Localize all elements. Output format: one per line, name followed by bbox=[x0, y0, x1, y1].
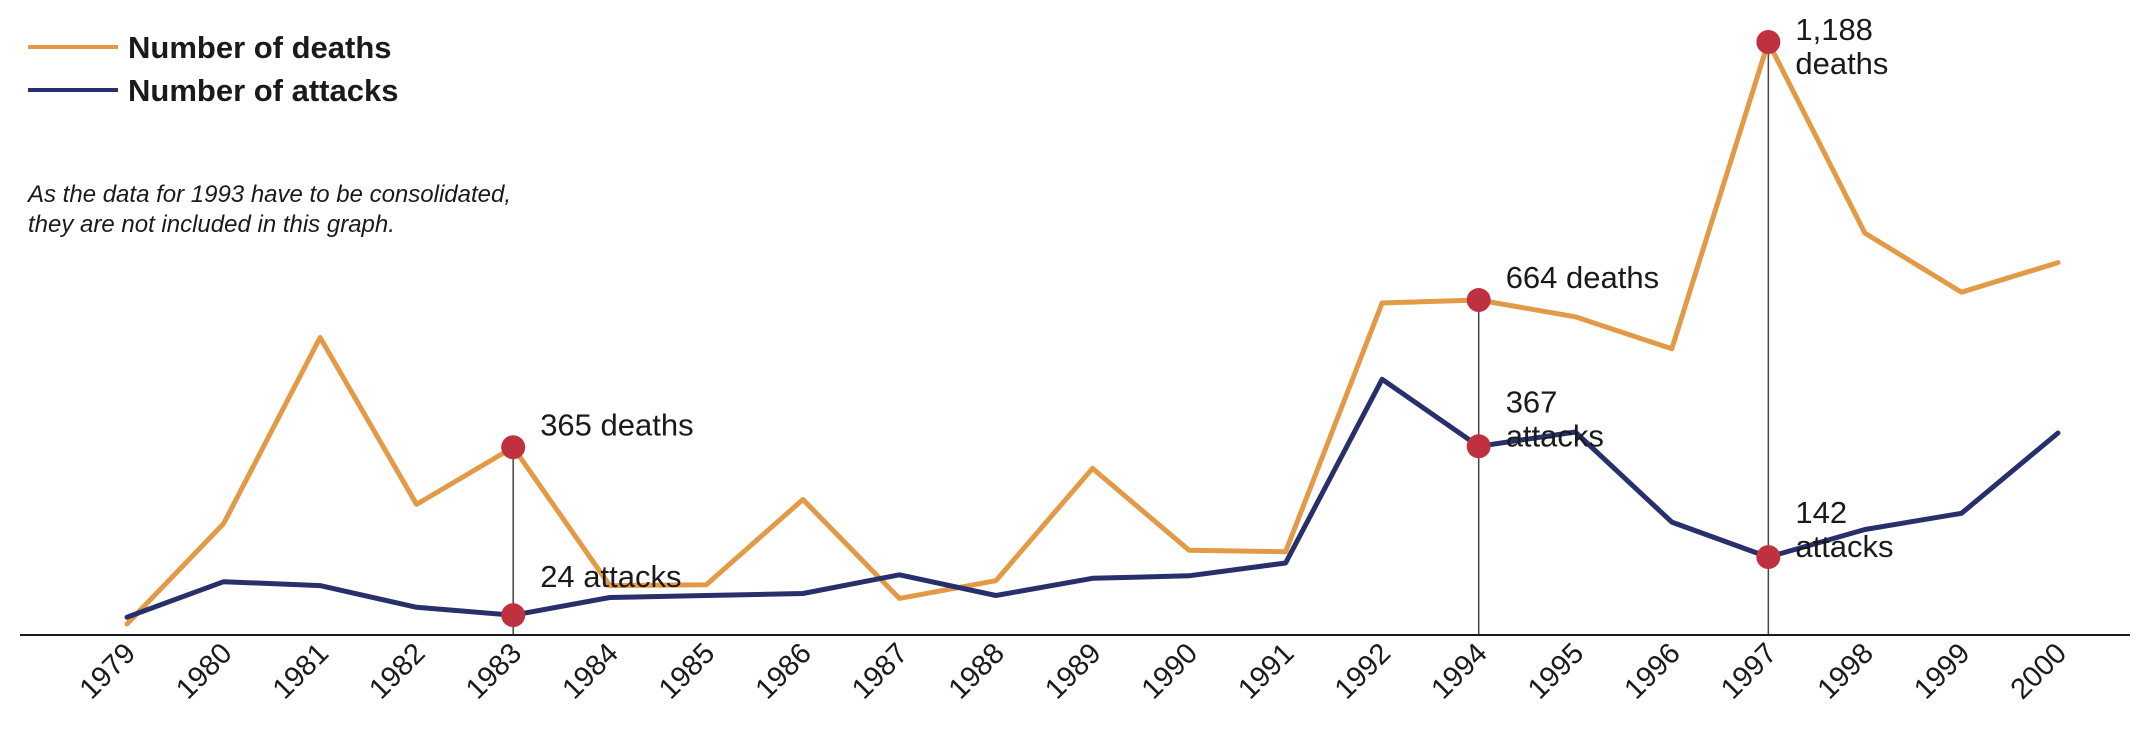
annotation-line: deaths bbox=[1795, 46, 1888, 81]
highlight-marker-attacks-1997 bbox=[1756, 545, 1781, 570]
x-tick-labels: 1979 1980 1981 1982 1983 1984 1985 1986 1987 1988… bbox=[74, 637, 2073, 705]
x-tick-label-1990: 1990 bbox=[1136, 637, 1204, 705]
note-line-1: As the data for 1993 have to be consolid… bbox=[26, 181, 511, 208]
highlight-marker-deaths-1983 bbox=[501, 435, 526, 460]
x-tick-label-1995: 1995 bbox=[1522, 637, 1590, 705]
annotation-deaths-1994: 664 deaths bbox=[1506, 260, 1659, 295]
annotation-deaths-1997: 1,188 deaths bbox=[1795, 12, 1888, 81]
highlight-marker-attacks-1983 bbox=[501, 603, 526, 628]
x-tick-label-1983: 1983 bbox=[460, 637, 528, 705]
highlight-markers bbox=[501, 30, 1781, 628]
x-tick-label-1988: 1988 bbox=[943, 637, 1011, 705]
x-tick-label-1989: 1989 bbox=[1039, 637, 1107, 705]
series-line-attacks bbox=[124, 376, 2061, 620]
highlight-marker-deaths-1994 bbox=[1466, 288, 1491, 313]
x-tick-label-1984: 1984 bbox=[556, 637, 624, 705]
annotation-attacks-1997: 142 attacks bbox=[1795, 495, 1893, 564]
x-tick-label-1985: 1985 bbox=[653, 637, 721, 705]
series-lines bbox=[124, 39, 2061, 627]
annotation-attacks-1994: 367 attacks bbox=[1506, 384, 1604, 453]
annotation-attacks-1983: 24 attacks bbox=[540, 559, 681, 594]
annotation-line: 365 deaths bbox=[540, 407, 693, 442]
annotation-line: attacks bbox=[1506, 418, 1604, 453]
x-tick-label-1986: 1986 bbox=[750, 637, 818, 705]
x-tick-label-1992: 1992 bbox=[1329, 637, 1397, 705]
x-tick-label-1998: 1998 bbox=[1812, 637, 1880, 705]
highlight-marker-deaths-1997 bbox=[1756, 30, 1781, 54]
x-tick-label-1980: 1980 bbox=[170, 637, 238, 705]
series-line-deaths bbox=[124, 39, 2061, 627]
x-tick-label-1997: 1997 bbox=[1715, 637, 1783, 705]
legend: Number of deaths Number of attacks bbox=[28, 30, 398, 108]
annotation-line: attacks bbox=[1795, 529, 1893, 564]
x-tick-label-1981: 1981 bbox=[267, 637, 335, 705]
annotation-line: 142 bbox=[1795, 495, 1847, 530]
x-tick-label-1999: 1999 bbox=[1908, 637, 1976, 705]
annotation-line: 367 bbox=[1506, 384, 1558, 419]
legend-attacks-label: Number of attacks bbox=[128, 73, 398, 108]
annotation-line: 1,188 bbox=[1795, 12, 1873, 47]
legend-deaths-label: Number of deaths bbox=[128, 30, 392, 65]
highlight-marker-attacks-1994 bbox=[1466, 434, 1491, 459]
x-tick-label-1991: 1991 bbox=[1232, 637, 1300, 705]
guide-lines bbox=[512, 42, 1770, 635]
x-tick-label-1982: 1982 bbox=[363, 637, 431, 705]
x-tick-label-1979: 1979 bbox=[74, 637, 142, 705]
annotation-line: 664 deaths bbox=[1506, 260, 1659, 295]
x-tick-label-1987: 1987 bbox=[846, 637, 914, 705]
note: As the data for 1993 have to be consolid… bbox=[26, 181, 511, 238]
annotation-deaths-1983: 365 deaths bbox=[540, 407, 693, 442]
note-line-2: they are not included in this graph. bbox=[28, 211, 395, 238]
annotation-line: 24 attacks bbox=[540, 559, 681, 594]
x-tick-label-2000: 2000 bbox=[2005, 637, 2073, 705]
x-tick-label-1996: 1996 bbox=[1619, 637, 1687, 705]
x-tick-label-1994: 1994 bbox=[1425, 637, 1493, 705]
